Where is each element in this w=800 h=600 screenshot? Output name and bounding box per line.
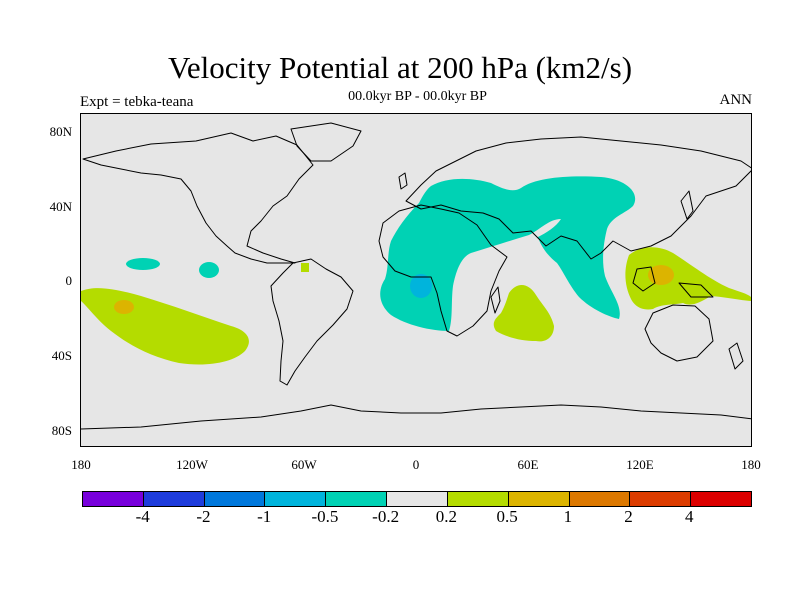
colorbar-box [265, 492, 327, 506]
field-negative-pacific-patch-2 [199, 262, 219, 278]
x-tick-label: 120E [626, 457, 654, 472]
y-tick-label: 80S [51, 423, 72, 438]
colorbar-label: 2 [624, 507, 633, 526]
map-panel [80, 113, 752, 447]
x-tick-label: 120W [176, 457, 208, 472]
colorbar-box [569, 492, 631, 506]
field-positive-maritime-core [648, 265, 674, 285]
colorbar-box [326, 492, 388, 506]
coast-australia [644, 304, 714, 362]
coastlines [81, 122, 751, 430]
coast-south-america [270, 258, 354, 386]
colorbar-box [387, 492, 448, 506]
colorbar-box [83, 492, 144, 506]
y-tick-label: 80N [49, 124, 72, 139]
colorbar-label: -0.5 [311, 507, 339, 526]
field-positive-south-pacific [81, 288, 249, 365]
colorbar-label: 0.5 [496, 507, 518, 526]
coast-new-guinea [678, 282, 714, 298]
y-tick-label: 40N [49, 199, 72, 214]
field-positive-amazon-patch [301, 263, 309, 272]
y-tick-label: 0 [65, 273, 73, 288]
coast-uk [398, 172, 408, 190]
colorbar-label: 0.2 [435, 507, 457, 526]
x-tick-label: 180 [741, 457, 761, 472]
colorbar-box [204, 492, 266, 506]
coast-antarctica [81, 404, 751, 430]
map-svg [81, 122, 751, 430]
field-negative-africa-eurasia [380, 176, 636, 331]
coast-new-zealand [728, 342, 744, 370]
experiment-label: Expt = tebka-teana [80, 94, 194, 110]
colorbar-box [630, 492, 692, 506]
y-tick-label: 40S [51, 348, 72, 363]
plot-subtitle: 00.0kyr BP - 00.0kyr BP [348, 89, 487, 104]
colorbar-label: -4 [135, 507, 150, 526]
x-tick-label: 60W [291, 457, 317, 472]
field-positive-maritime-continent [625, 247, 751, 310]
x-tick-label: 0 [412, 457, 420, 472]
coast-borneo [632, 266, 656, 292]
colorbar-label: -2 [196, 507, 211, 526]
coast-eurasia [405, 136, 751, 260]
colorbar-box [508, 492, 570, 506]
field-negative-pacific-patch-1 [126, 258, 160, 270]
colorbar-label: -1 [257, 507, 272, 526]
colorbar [82, 491, 752, 507]
colorbar-label: -0.2 [372, 507, 400, 526]
field-positive-southern-africa [493, 284, 554, 342]
coast-africa [378, 204, 508, 337]
coast-greenland [290, 122, 362, 162]
colorbar-box [691, 492, 751, 506]
field-positive-pacific-core [114, 300, 134, 314]
colorbar-box [447, 492, 509, 506]
x-tick-label: 180 [71, 457, 91, 472]
colorbar-box [143, 492, 205, 506]
coast-japan [680, 190, 694, 220]
plot-title: Velocity Potential at 200 hPa (km2/s) [167, 50, 633, 85]
coast-north-america [82, 132, 314, 264]
coast-madagascar [490, 286, 501, 314]
colorbar-label: 1 [563, 507, 573, 526]
field-negative-gulf-of-guinea [410, 274, 432, 298]
colorbar-label: 4 [685, 507, 694, 526]
period-label: ANN [719, 92, 753, 108]
x-tick-label: 60E [517, 457, 539, 472]
